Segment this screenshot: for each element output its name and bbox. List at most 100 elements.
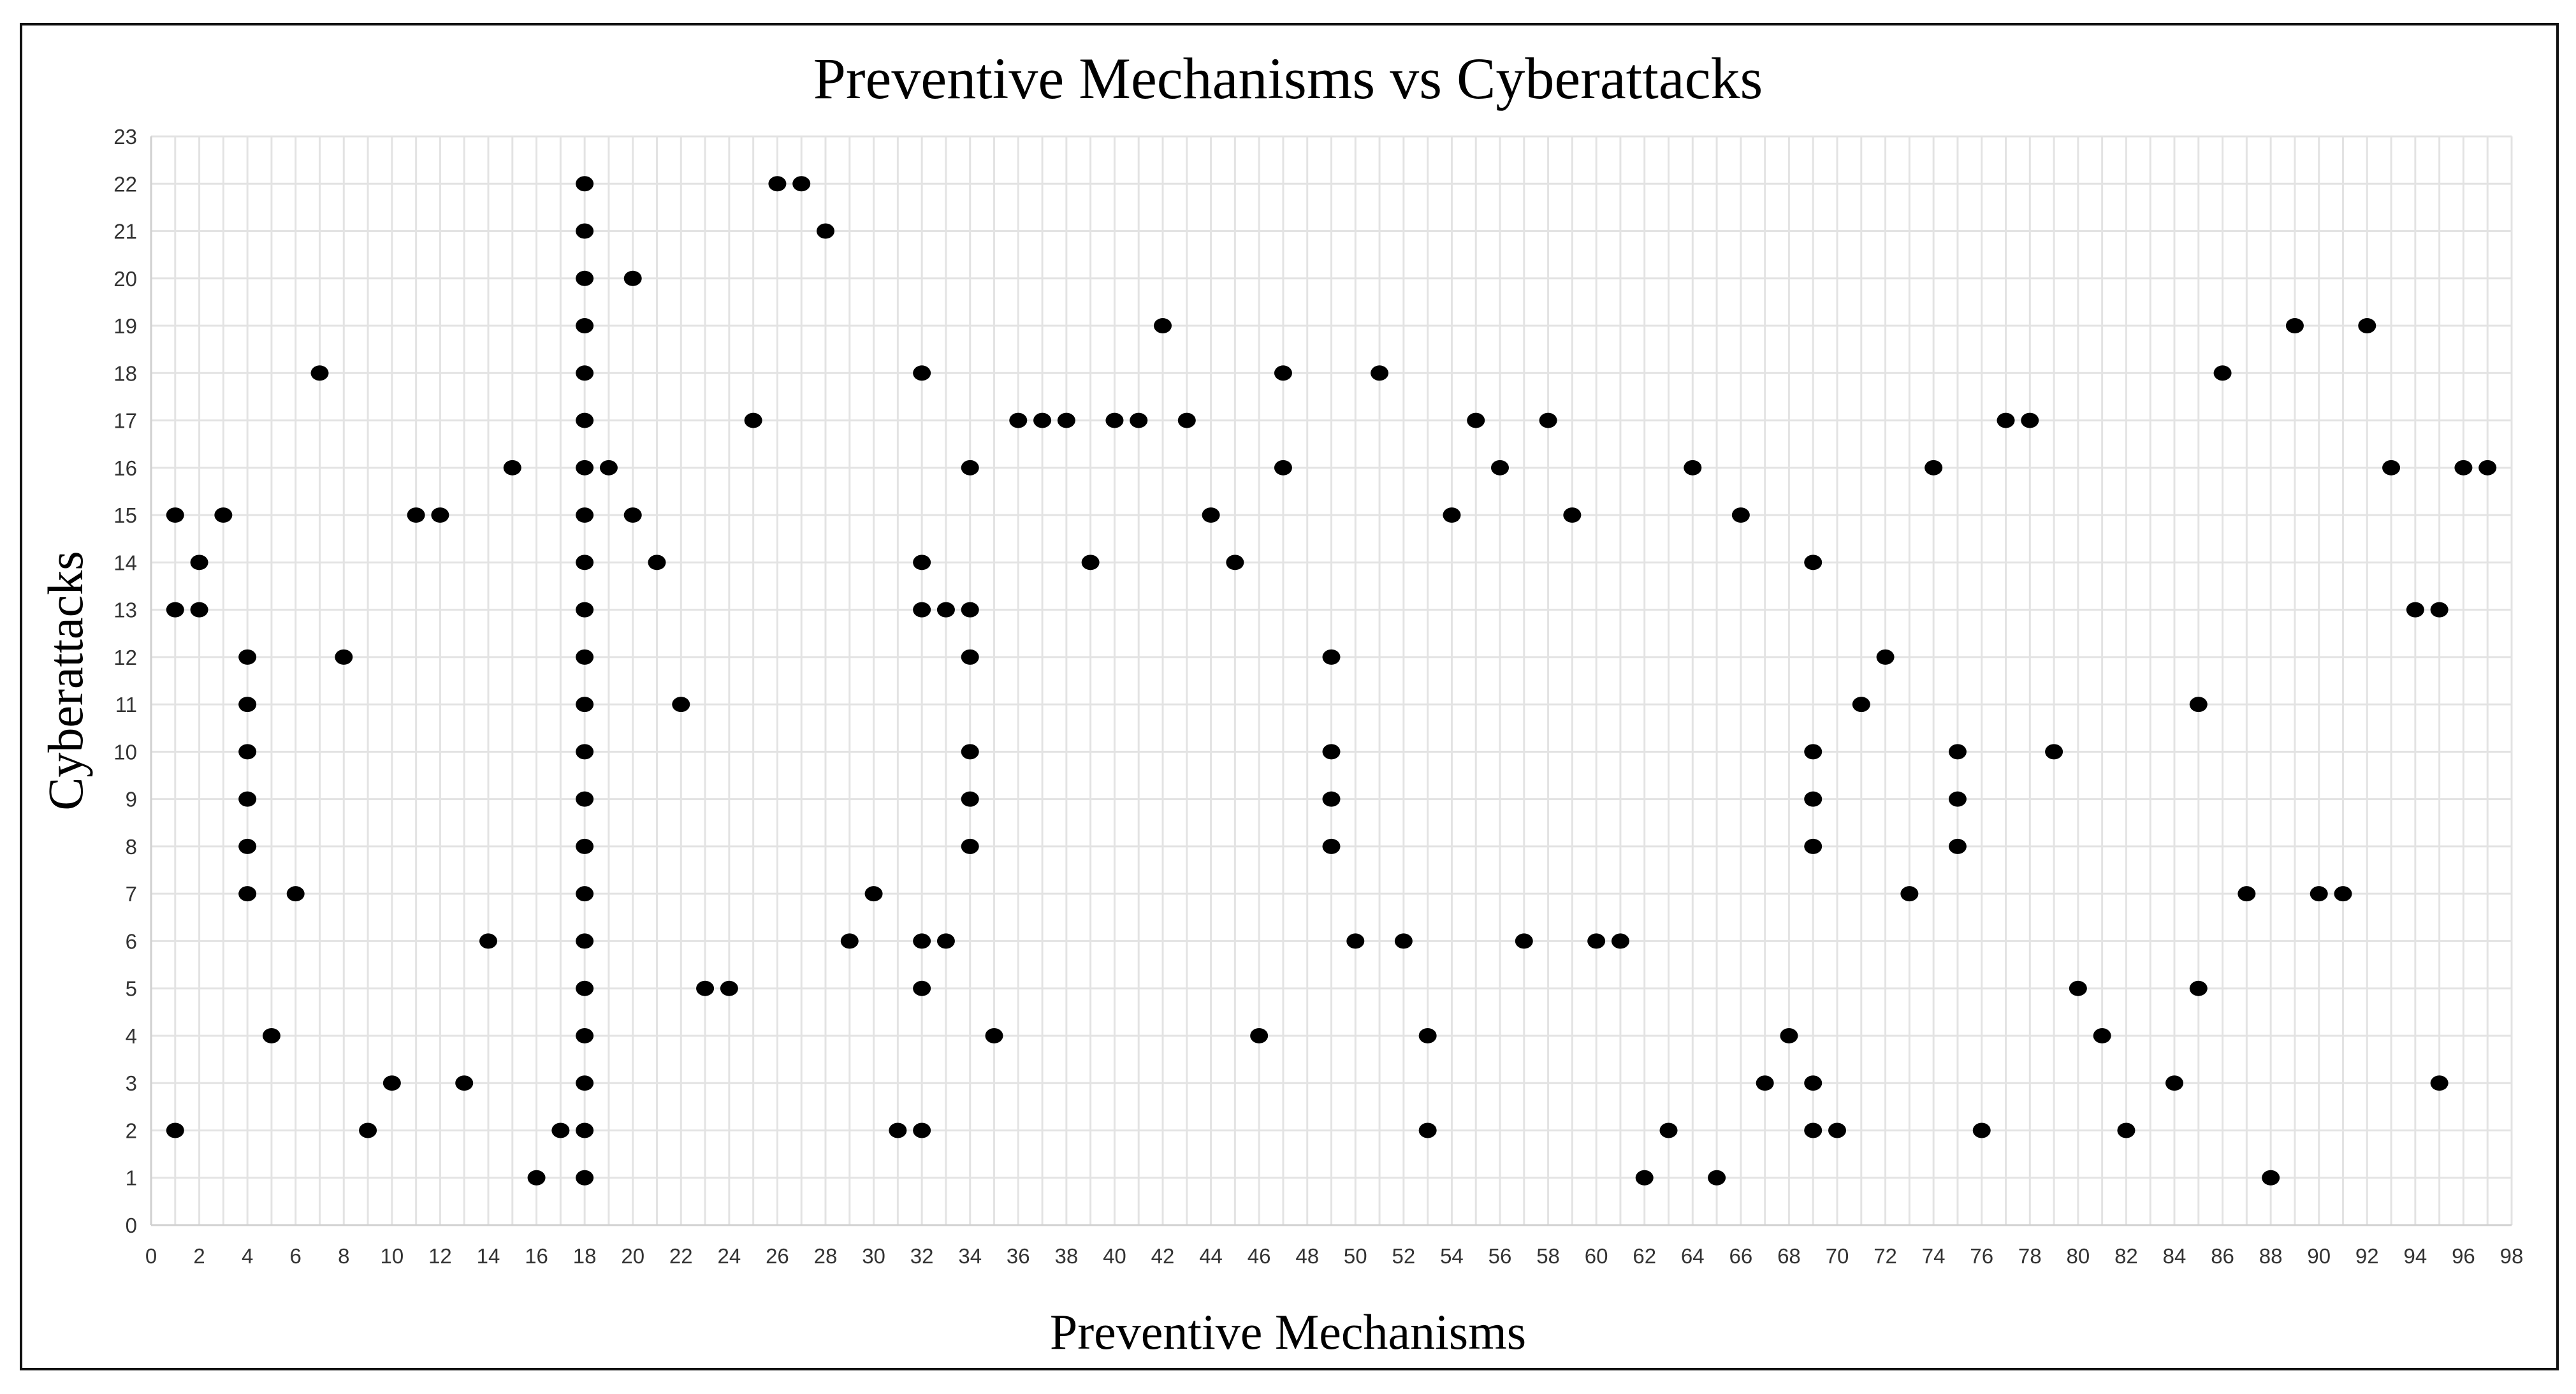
data-point	[1491, 460, 1509, 476]
x-tick-label: 8	[338, 1244, 349, 1268]
y-tick-label: 5	[126, 977, 137, 1001]
data-point	[913, 933, 931, 949]
data-point	[1226, 555, 1244, 570]
x-tick-label: 74	[1922, 1244, 1946, 1268]
data-point	[238, 838, 257, 854]
y-tick-label: 9	[126, 788, 137, 811]
x-tick-label: 0	[145, 1244, 157, 1268]
data-point	[2310, 886, 2328, 902]
data-point	[576, 176, 594, 192]
x-tick-label: 82	[2114, 1244, 2138, 1268]
data-point	[1780, 1027, 1798, 1043]
data-point	[407, 507, 425, 523]
data-point	[623, 270, 642, 286]
data-point	[2021, 412, 2039, 428]
data-point	[166, 602, 184, 618]
data-point	[527, 1170, 546, 1186]
data-point	[1177, 412, 1196, 428]
data-point	[335, 649, 353, 665]
y-tick-label: 3	[126, 1071, 137, 1095]
data-point	[166, 507, 184, 523]
x-tick-label: 10	[380, 1244, 404, 1268]
x-tick-label: 66	[1729, 1244, 1752, 1268]
data-point	[840, 933, 859, 949]
x-tick-label: 54	[1440, 1244, 1464, 1268]
data-point	[1515, 933, 1533, 949]
data-point	[1057, 412, 1075, 428]
data-point	[2454, 460, 2473, 476]
data-point	[2117, 1122, 2136, 1138]
y-tick-label: 15	[113, 504, 137, 527]
x-tick-label: 48	[1295, 1244, 1319, 1268]
data-point	[1418, 1122, 1437, 1138]
data-point	[1659, 1122, 1678, 1138]
data-point	[768, 176, 787, 192]
data-point	[1202, 507, 1220, 523]
x-tick-label: 44	[1199, 1244, 1223, 1268]
data-point	[1804, 1075, 1823, 1091]
data-point	[2165, 1075, 2183, 1091]
data-point	[359, 1122, 377, 1138]
x-tick-label: 84	[2163, 1244, 2187, 1268]
data-point	[913, 365, 931, 381]
x-tick-label: 26	[766, 1244, 789, 1268]
data-point	[1009, 412, 1028, 428]
data-point	[576, 1122, 594, 1138]
data-point	[576, 460, 594, 476]
data-point	[817, 223, 834, 239]
data-point	[913, 980, 931, 996]
chart-frame	[20, 23, 2559, 1370]
x-tick-label: 38	[1054, 1244, 1078, 1268]
data-point	[576, 933, 594, 949]
data-point	[1274, 365, 1292, 381]
x-tick-label: 12	[428, 1244, 452, 1268]
data-point	[1756, 1075, 1774, 1091]
data-point	[648, 555, 666, 570]
data-point	[1804, 744, 1823, 760]
data-point	[1274, 460, 1292, 476]
data-point	[2189, 980, 2208, 996]
data-point	[503, 460, 521, 476]
data-point	[889, 1122, 907, 1138]
data-point	[576, 318, 594, 334]
x-tick-label: 34	[958, 1244, 982, 1268]
data-point	[2382, 460, 2401, 476]
x-tick-label: 90	[2307, 1244, 2331, 1268]
data-point	[961, 649, 979, 665]
data-point	[1250, 1027, 1269, 1043]
y-tick-label: 10	[113, 740, 137, 764]
data-point	[1997, 412, 2015, 428]
data-point	[1876, 649, 1895, 665]
x-tick-label: 20	[621, 1244, 644, 1268]
data-point	[792, 176, 811, 192]
data-point	[238, 744, 257, 760]
y-tick-label: 1	[126, 1166, 137, 1190]
data-point	[913, 602, 931, 618]
data-point	[1081, 555, 1100, 570]
data-point	[455, 1075, 474, 1091]
x-tick-label: 58	[1536, 1244, 1560, 1268]
data-point	[961, 791, 979, 807]
chart-title: Preventive Mechanisms vs Cyberattacks	[813, 46, 1763, 111]
data-point	[913, 555, 931, 570]
data-point	[1033, 412, 1052, 428]
x-tick-label: 4	[242, 1244, 253, 1268]
y-tick-label: 20	[113, 267, 137, 291]
data-point	[985, 1027, 1003, 1043]
data-point	[961, 838, 979, 854]
x-tick-label: 60	[1585, 1244, 1608, 1268]
data-point	[576, 602, 594, 618]
data-point	[720, 980, 738, 996]
data-point	[576, 555, 594, 570]
data-point	[1539, 412, 1557, 428]
data-point	[2069, 980, 2087, 996]
data-point	[576, 791, 594, 807]
x-tick-label: 86	[2211, 1244, 2234, 1268]
data-point	[1708, 1170, 1726, 1186]
data-point	[214, 507, 233, 523]
data-point	[238, 791, 257, 807]
x-tick-label: 22	[669, 1244, 693, 1268]
data-point	[1635, 1170, 1654, 1186]
data-point	[623, 507, 642, 523]
data-point	[1972, 1122, 1991, 1138]
